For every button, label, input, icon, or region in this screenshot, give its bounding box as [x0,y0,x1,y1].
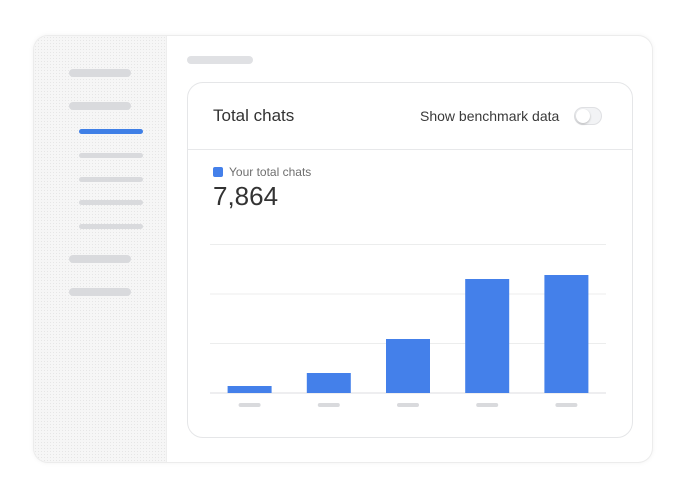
sidebar-subitem-3[interactable] [79,177,143,182]
toggle-knob [576,109,590,123]
bar-chart [210,244,606,407]
legend-label: Your total chats [229,165,312,179]
sidebar-item-3[interactable] [69,255,131,263]
card-divider [188,149,632,150]
card-title: Total chats [213,106,295,125]
app-window: Total chats Show benchmark data Your tot… [34,36,652,462]
sidebar-item-1[interactable] [69,69,131,77]
sidebar-item-2[interactable] [69,102,131,110]
total-chats-card: Total chats Show benchmark data Your tot… [187,82,633,438]
breadcrumb-placeholder [187,56,253,64]
legend-swatch [213,167,223,177]
benchmark-toggle[interactable] [574,107,602,125]
sidebar-subitem-5[interactable] [79,224,143,229]
sidebar-subitem-4[interactable] [79,200,143,205]
sidebar-subitem-active[interactable] [79,129,143,134]
chart-bar[interactable] [306,373,351,393]
sidebar [34,36,167,462]
chart-bar[interactable] [386,339,430,393]
chart-bar[interactable] [227,386,272,393]
total-value: 7,864 [213,181,279,211]
chart-bar[interactable] [544,275,589,393]
chart-x-tick-placeholder [317,403,340,407]
chart-bar[interactable] [465,279,510,393]
chart-x-tick-placeholder [555,403,578,407]
chart-x-tick-placeholder [476,403,499,407]
sidebar-subitem-2[interactable] [79,153,143,158]
benchmark-toggle-label: Show benchmark data [420,108,560,124]
chart-x-tick-placeholder [238,403,261,407]
sidebar-item-4[interactable] [69,288,131,296]
chart-x-tick-placeholder [397,403,419,407]
